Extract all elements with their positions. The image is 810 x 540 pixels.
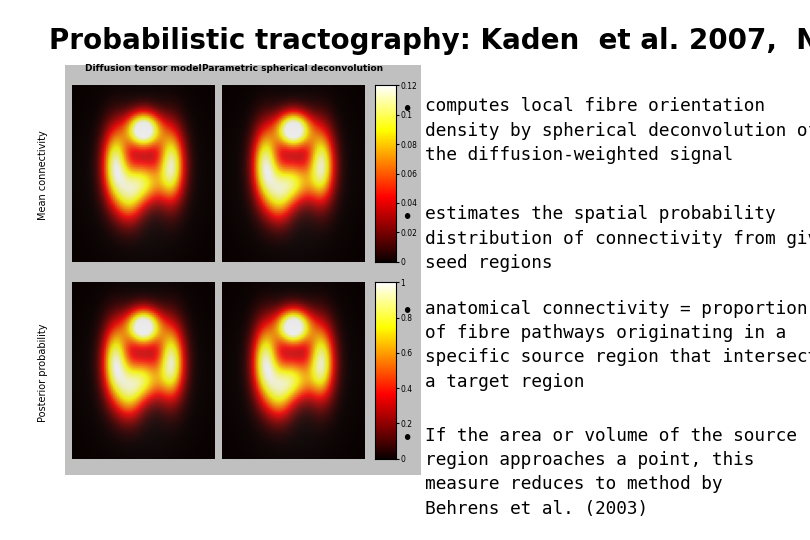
Text: •: •	[401, 100, 412, 119]
Text: Parametric spherical deconvolution: Parametric spherical deconvolution	[202, 64, 383, 73]
Text: Mean connectivity: Mean connectivity	[38, 131, 49, 220]
Text: estimates the spatial probability
distribution of connectivity from given
seed r: estimates the spatial probability distri…	[425, 205, 810, 272]
Text: •: •	[401, 208, 412, 227]
Text: Diffusion tensor model: Diffusion tensor model	[85, 64, 202, 73]
Text: Probabilistic tractography: Kaden  et al. 2007,  NeuroImage: Probabilistic tractography: Kaden et al.…	[49, 27, 810, 55]
Text: computes local fibre orientation
density by spherical deconvolution of
the diffu: computes local fibre orientation density…	[425, 97, 810, 164]
Text: If the area or volume of the source
region approaches a point, this
measure redu: If the area or volume of the source regi…	[425, 427, 797, 517]
Text: •: •	[401, 429, 412, 448]
Text: anatomical connectivity = proportion
of fibre pathways originating in a
specific: anatomical connectivity = proportion of …	[425, 300, 810, 390]
Text: •: •	[401, 302, 412, 321]
Bar	[65, 65, 421, 475]
Text: Posterior probability: Posterior probability	[38, 323, 49, 422]
